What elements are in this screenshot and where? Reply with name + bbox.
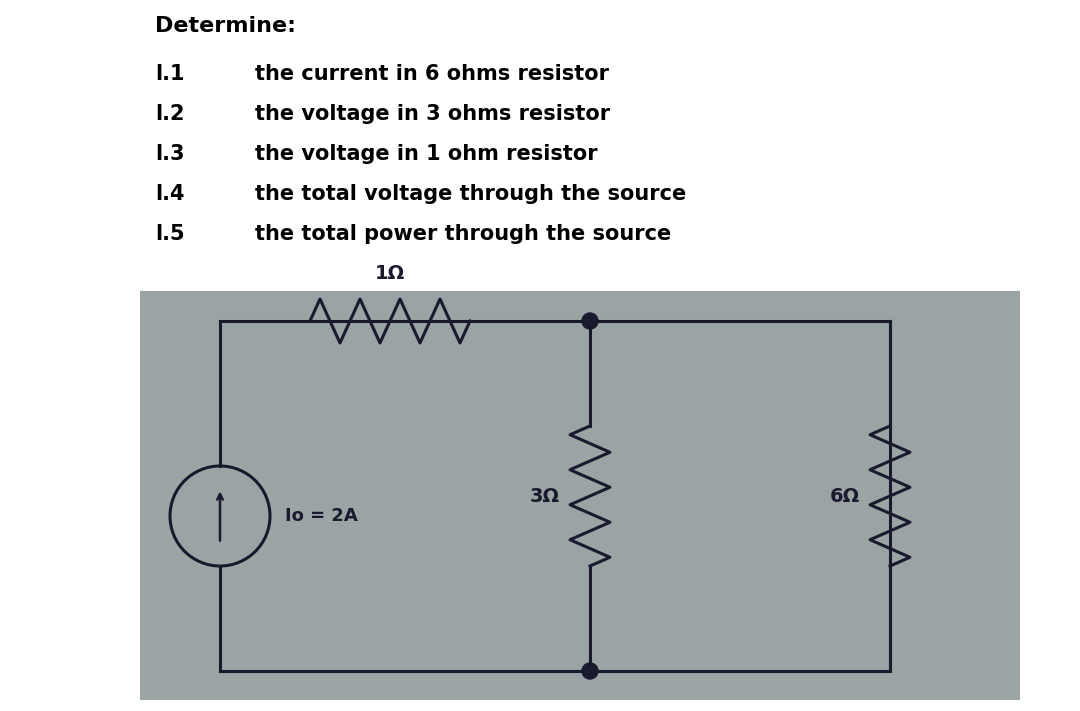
Text: 1Ω: 1Ω	[375, 264, 405, 283]
Text: the current in 6 ohms resistor: the current in 6 ohms resistor	[255, 64, 609, 84]
Text: Determine:: Determine:	[156, 16, 296, 36]
Text: the total voltage through the source: the total voltage through the source	[255, 184, 686, 204]
Text: the voltage in 3 ohms resistor: the voltage in 3 ohms resistor	[255, 104, 610, 124]
Text: the voltage in 1 ohm resistor: the voltage in 1 ohm resistor	[255, 144, 597, 164]
Text: l.1: l.1	[156, 64, 185, 84]
Text: l.5: l.5	[156, 224, 185, 244]
Text: Io = 2A: Io = 2A	[285, 507, 357, 525]
Circle shape	[582, 663, 598, 679]
Text: l.2: l.2	[156, 104, 185, 124]
Text: 3Ω: 3Ω	[530, 486, 561, 506]
Text: l.3: l.3	[156, 144, 185, 164]
Text: l.4: l.4	[156, 184, 185, 204]
FancyBboxPatch shape	[140, 291, 1020, 700]
Circle shape	[582, 313, 598, 329]
Text: the total power through the source: the total power through the source	[255, 224, 672, 244]
Text: 6Ω: 6Ω	[829, 486, 860, 506]
